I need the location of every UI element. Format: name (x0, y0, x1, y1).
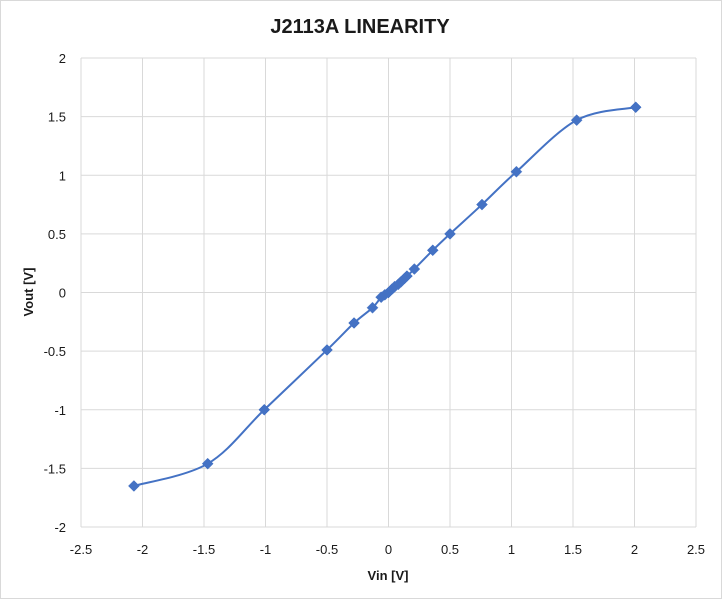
y-tick-label: -0.5 (44, 344, 66, 359)
data-point-marker (570, 114, 583, 126)
x-tick-label: 1.5 (564, 542, 582, 557)
data-point-marker (128, 480, 140, 492)
x-tick-label: -2 (137, 542, 149, 557)
data-point-marker (426, 244, 439, 257)
data-point-marker (321, 344, 333, 356)
x-tick-label: 1 (508, 542, 515, 557)
x-tick-label: 0.5 (441, 542, 459, 557)
data-point-marker (201, 457, 214, 470)
data-point-marker (348, 317, 360, 329)
data-point-marker (510, 165, 523, 178)
y-tick-label: -2 (54, 520, 66, 535)
x-tick-label: -1.5 (193, 542, 215, 557)
x-tick-label: 2 (631, 542, 638, 557)
y-tick-label: 1.5 (48, 110, 66, 125)
y-axis-label: Vout [V] (21, 268, 36, 317)
x-tick-label: 2.5 (687, 542, 705, 557)
x-tick-label: -2.5 (70, 542, 92, 557)
data-point-marker (258, 403, 271, 416)
y-tick-label: 0 (59, 286, 66, 301)
y-tick-label: 0.5 (48, 227, 66, 242)
data-point-marker (629, 101, 642, 114)
data-point-marker (401, 270, 413, 282)
data-markers (128, 101, 642, 492)
x-tick-label: 0 (385, 542, 392, 557)
x-axis-label: Vin [V] (368, 568, 409, 583)
y-tick-labels: -2 -1.5 -1 -0.5 0 0.5 1 1.5 2 (44, 51, 66, 535)
data-point-marker (408, 263, 421, 275)
data-point-marker (476, 198, 488, 211)
data-point-marker (444, 228, 456, 240)
x-tick-label: -1 (260, 542, 272, 557)
y-tick-label: -1 (54, 403, 66, 418)
chart-title: J2113A LINEARITY (270, 16, 450, 38)
x-tick-label: -0.5 (316, 542, 338, 557)
grid (80, 57, 697, 528)
x-tick-labels: -2.5 -2 -1.5 -1 -0.5 0 0.5 1 1.5 2 2.5 (70, 542, 705, 557)
y-tick-label: -1.5 (44, 461, 66, 476)
y-tick-label: 2 (59, 51, 66, 66)
data-point-marker (366, 301, 379, 314)
y-tick-label: 1 (59, 168, 66, 183)
